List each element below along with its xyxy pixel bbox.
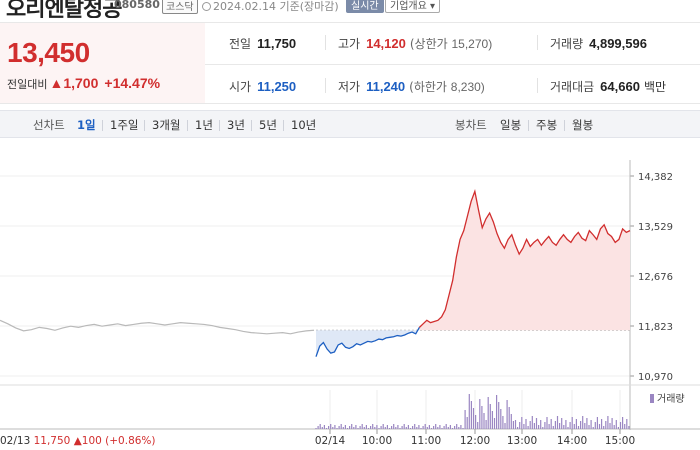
x-tick-label: 11:00 xyxy=(411,435,441,447)
change-amount: 1,700 xyxy=(63,75,99,91)
stock-code: 080580 xyxy=(114,0,160,11)
period-5y[interactable]: 5년 xyxy=(259,118,277,132)
x-tick-label: 02/14 xyxy=(315,435,346,447)
candle-daily[interactable]: 일봉 xyxy=(500,118,522,132)
clock-icon xyxy=(202,2,211,11)
x-tick-label: 12:00 xyxy=(460,435,490,447)
stat-volume: 거래량 4,899,596 xyxy=(550,36,647,51)
stat-low: 저가 11,240 (하한가 8,230) xyxy=(338,79,485,94)
stat-open: 시가 11,250 xyxy=(229,79,297,94)
x-tick-label: 14:00 xyxy=(557,435,587,447)
x-tick-label: 15:00 xyxy=(605,435,635,447)
change-label: 전일대비 xyxy=(7,78,48,91)
series-area-down xyxy=(316,327,420,357)
stats-grid: 전일 11,750 고가 14,120 (상한가 15,270) 거래량 4,899,5… xyxy=(205,22,700,104)
stock-name: 오리엔탈정공 xyxy=(6,0,122,18)
company-info-button[interactable]: 기업개요 ▾ xyxy=(385,0,440,13)
series-line-down xyxy=(315,327,420,357)
period-1y[interactable]: 1년 xyxy=(195,118,213,132)
period-3m[interactable]: 3개월 xyxy=(152,118,181,132)
y-tick-label: 13,529 xyxy=(638,222,673,233)
series-line-prev-day xyxy=(0,319,315,335)
candle-weekly[interactable]: 주봉 xyxy=(536,118,558,132)
series-line-up xyxy=(418,188,631,328)
up-arrow-icon: ▲ xyxy=(49,75,64,91)
volume-legend-swatch xyxy=(650,394,654,403)
stat-high: 고가 14,120 (상한가 15,270) xyxy=(338,36,493,51)
period-1w[interactable]: 1주일 xyxy=(110,118,139,132)
chart-svg: 14,382 13,529 12,676 11,823 10,970 거래량 02/14… xyxy=(0,160,700,447)
price-change: 전일대비 ▲1,700 +14.47% xyxy=(7,75,160,92)
y-tick-label: 10,970 xyxy=(638,372,673,383)
realtime-button[interactable]: 실시간 xyxy=(346,0,384,13)
series-area-up xyxy=(419,191,630,331)
period-10y[interactable]: 10년 xyxy=(291,118,317,132)
price-panel: 13,450 전일대비 ▲1,700 +14.47% xyxy=(0,22,205,104)
period-1d[interactable]: 1일 xyxy=(77,118,96,132)
prev-day-summary: 02/13 11,750 ▲100 (+0.86%) xyxy=(0,435,156,447)
stat-amount: 거래대금 64,660 백만 xyxy=(550,79,667,94)
candle-chart-label: 봉차트 xyxy=(455,118,487,132)
y-tick-label: 14,382 xyxy=(638,172,673,183)
volume-legend: 거래량 xyxy=(657,393,685,405)
line-chart-label: 선차트 xyxy=(33,118,65,132)
candle-monthly[interactable]: 월봉 xyxy=(572,118,594,132)
intraday-chart[interactable]: 14,382 13,529 12,676 11,823 10,970 거래량 02/14… xyxy=(0,140,700,450)
market-badge: 코스닥 xyxy=(162,0,198,14)
period-toolbar: 선차트 1일 1주일 3개월 1년 3년 5년 10년 봉차트 일봉 주봉 월봉 xyxy=(0,110,700,138)
current-price: 13,450 xyxy=(7,37,90,68)
period-3y[interactable]: 3년 xyxy=(227,118,245,132)
x-tick-label: 10:00 xyxy=(362,435,392,447)
x-tick-label: 13:00 xyxy=(507,435,537,447)
stock-header: 오리엔탈정공 080580 코스닥 2024.02.14 기준(장마감) 실시간… xyxy=(0,0,700,18)
y-tick-label: 12,676 xyxy=(638,272,673,283)
change-percent: +14.47% xyxy=(104,75,161,91)
y-tick-label: 11,823 xyxy=(638,322,673,333)
quote-date: 2024.02.14 기준(장마감) xyxy=(202,0,339,14)
stat-prev: 전일 11,750 xyxy=(229,36,297,51)
